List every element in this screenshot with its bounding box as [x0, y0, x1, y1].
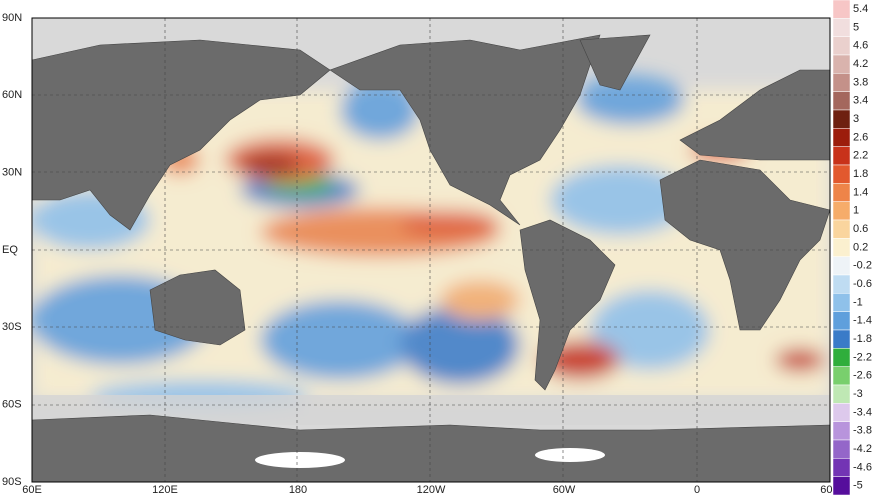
colorbar-swatch [832, 0, 851, 19]
colorbar-label: -0.6 [853, 278, 872, 290]
lat-label: 30N [2, 167, 22, 179]
colorbar-swatch [832, 348, 851, 367]
colorbar-label: 2.2 [853, 150, 868, 162]
colorbar-label: -0.2 [853, 260, 872, 272]
colorbar-swatch [832, 238, 851, 257]
colorbar-swatch [832, 458, 851, 477]
lat-label: 90S [2, 476, 22, 488]
colorbar-swatch [832, 36, 851, 56]
colorbar-label: 4.2 [853, 58, 868, 70]
colorbar-label: 3 [853, 113, 859, 125]
colorbar-swatch [832, 293, 851, 312]
colorbar-swatch [832, 219, 851, 239]
colorbar-label: -1.4 [853, 315, 872, 327]
colorbar-swatch [832, 476, 851, 496]
lat-label: 30S [2, 321, 22, 333]
colorbar-swatch [832, 384, 851, 404]
colorbar-label: -1 [853, 296, 863, 308]
colorbar-swatch [832, 366, 851, 386]
lat-label: 60S [2, 399, 22, 411]
lon-label: 180 [289, 484, 307, 495]
colorbar-label: 1.8 [853, 168, 868, 180]
colorbar-swatch [832, 403, 851, 422]
colorbar-swatch [832, 73, 851, 92]
colorbar-swatch [832, 329, 851, 349]
map-area [32, 18, 830, 482]
colorbar-label: 3.8 [853, 76, 868, 88]
colorbar-label: 3.4 [853, 95, 868, 107]
colorbar-label: -3.8 [853, 425, 872, 437]
colorbar-label: -3.4 [853, 406, 872, 418]
colorbar-label: 4.6 [853, 40, 868, 52]
colorbar-swatch [832, 439, 851, 459]
colorbar-label: 5 [853, 21, 859, 33]
lon-label: 0 [694, 484, 700, 495]
colorbar-label: -2.6 [853, 370, 872, 382]
colorbar-label: -5 [853, 480, 863, 492]
colorbar-swatch [832, 18, 851, 37]
colorbar-label: 1 [853, 205, 859, 217]
lat-label: EQ [2, 244, 18, 256]
colorbar-label: -4.2 [853, 443, 872, 455]
colorbar-swatch [832, 128, 851, 147]
colorbar-swatch [832, 109, 851, 129]
land [32, 34, 830, 482]
colorbar-swatch [832, 183, 851, 202]
lat-label: 90N [2, 12, 22, 24]
colorbar-swatch [832, 274, 851, 294]
ice-shelf [255, 448, 605, 468]
map-frame [31, 17, 831, 483]
colorbar-swatch [832, 311, 851, 331]
graticule [32, 18, 830, 482]
colorbar-label: 1.4 [853, 186, 868, 198]
colorbar-label: -4.6 [853, 461, 872, 473]
colorbar-swatch [832, 201, 851, 221]
lon-label: 60W [553, 484, 576, 495]
colorbar-label: -1.8 [853, 333, 872, 345]
colorbar-label: -2.2 [853, 351, 872, 363]
colorbar-label: 0.2 [853, 241, 868, 253]
lon-label: 120W [417, 484, 446, 495]
colorbar-label: 5.4 [853, 3, 868, 15]
lon-label: 120E [152, 484, 178, 495]
lat-label: 60N [2, 89, 22, 101]
colorbar-swatch [832, 256, 851, 276]
colorbar-label: -3 [853, 388, 863, 400]
colorbar-swatch [832, 91, 851, 111]
colorbar-swatch [832, 146, 851, 166]
colorbar-swatch [832, 421, 851, 441]
lon-label: 60E [22, 484, 42, 495]
colorbar-label: 0.6 [853, 223, 868, 235]
colorbar-swatch [832, 164, 851, 184]
colorbar-swatch [832, 54, 851, 74]
colorbar-label: 2.6 [853, 131, 868, 143]
